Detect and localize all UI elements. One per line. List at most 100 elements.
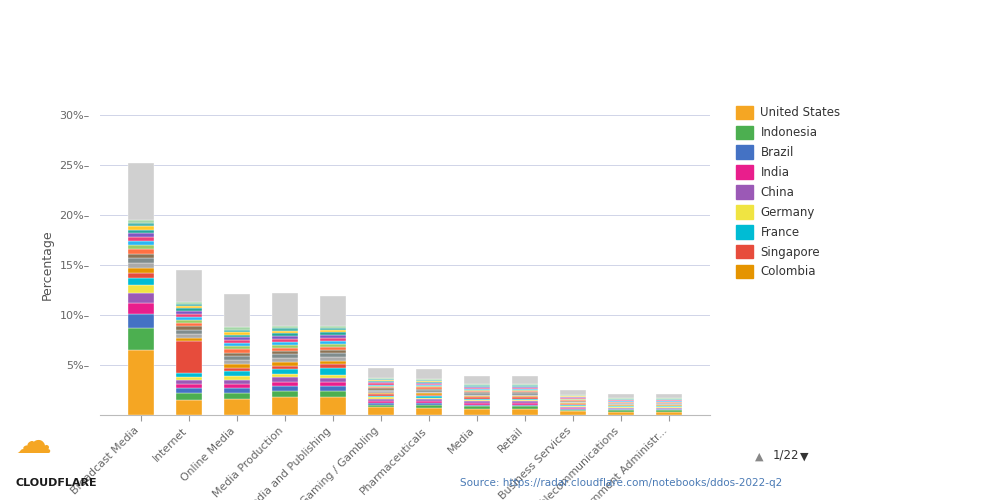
Text: ▲: ▲	[755, 452, 764, 462]
Bar	[320, 328, 346, 330]
Bar	[176, 308, 202, 310]
Bar	[512, 384, 538, 386]
Bar	[272, 292, 298, 326]
Bar	[320, 364, 346, 368]
Bar	[656, 408, 682, 410]
Bar	[224, 330, 250, 332]
Bar	[176, 316, 202, 320]
Bar	[224, 349, 250, 352]
Bar	[224, 384, 250, 388]
Bar	[608, 404, 634, 405]
Bar	[272, 338, 298, 342]
Bar	[464, 404, 490, 406]
Bar	[560, 408, 586, 410]
Bar	[272, 358, 298, 362]
Bar	[320, 397, 346, 415]
Bar	[368, 394, 394, 396]
Bar	[560, 402, 586, 403]
Bar	[416, 384, 442, 385]
Bar	[128, 220, 154, 222]
Bar	[416, 379, 442, 380]
Bar	[608, 394, 634, 398]
Bar	[272, 336, 298, 338]
Text: ☁: ☁	[15, 426, 51, 460]
Bar	[272, 342, 298, 344]
Bar	[560, 400, 586, 402]
Bar	[176, 372, 202, 376]
Bar	[368, 407, 394, 415]
Bar	[368, 402, 394, 404]
Bar	[512, 376, 538, 384]
Bar	[368, 400, 394, 402]
Bar	[416, 381, 442, 382]
Bar	[176, 322, 202, 326]
Bar	[512, 406, 538, 408]
Bar	[464, 391, 490, 392]
Bar	[656, 410, 682, 412]
Bar	[176, 376, 202, 380]
Bar	[416, 403, 442, 405]
Bar	[224, 399, 250, 415]
Bar	[512, 404, 538, 406]
Bar	[608, 407, 634, 408]
Bar	[608, 400, 634, 401]
Bar	[464, 398, 490, 400]
Bar	[320, 350, 346, 352]
Bar	[464, 403, 490, 404]
Bar	[368, 390, 394, 391]
Text: ▼: ▼	[800, 452, 808, 462]
Bar	[224, 337, 250, 340]
Bar	[464, 397, 490, 398]
Bar	[272, 326, 298, 328]
Bar	[416, 394, 442, 396]
Bar	[176, 388, 202, 393]
Bar	[176, 334, 202, 338]
Bar	[512, 388, 538, 389]
Text: 1/22: 1/22	[773, 449, 800, 462]
Bar	[416, 383, 442, 384]
Bar	[320, 332, 346, 334]
Bar	[368, 388, 394, 390]
Bar	[176, 338, 202, 340]
Bar	[512, 396, 538, 397]
Bar	[512, 402, 538, 403]
Bar	[128, 233, 154, 237]
Bar	[128, 303, 154, 314]
Bar	[368, 398, 394, 399]
Bar	[128, 285, 154, 293]
Bar	[128, 249, 154, 254]
Bar	[272, 397, 298, 415]
Bar	[368, 386, 394, 387]
Bar	[128, 293, 154, 303]
Bar	[656, 402, 682, 404]
Bar	[368, 380, 394, 382]
Bar	[464, 376, 490, 384]
Bar	[176, 340, 202, 372]
Bar	[512, 391, 538, 392]
Bar	[416, 393, 442, 394]
Bar	[224, 380, 250, 384]
Bar	[560, 406, 586, 408]
Bar	[608, 408, 634, 410]
Bar	[176, 330, 202, 334]
Bar	[368, 382, 394, 384]
Bar	[320, 346, 346, 350]
Bar	[512, 398, 538, 400]
Bar	[272, 374, 298, 377]
Text: Application-Layer DDoS Attacks on Ukraine by Industry and Source Country: Application-Layer DDoS Attacks on Ukrain…	[18, 43, 760, 61]
Bar	[368, 368, 394, 378]
Bar	[128, 222, 154, 226]
Bar	[656, 401, 682, 402]
Bar	[272, 386, 298, 391]
Bar	[656, 400, 682, 401]
Bar	[128, 328, 154, 350]
Bar	[560, 390, 586, 396]
Bar	[416, 390, 442, 392]
Bar	[320, 360, 346, 364]
Bar	[128, 258, 154, 263]
Bar	[560, 397, 586, 398]
Bar	[176, 310, 202, 314]
Bar	[128, 314, 154, 328]
Bar	[128, 237, 154, 241]
Bar	[128, 230, 154, 233]
